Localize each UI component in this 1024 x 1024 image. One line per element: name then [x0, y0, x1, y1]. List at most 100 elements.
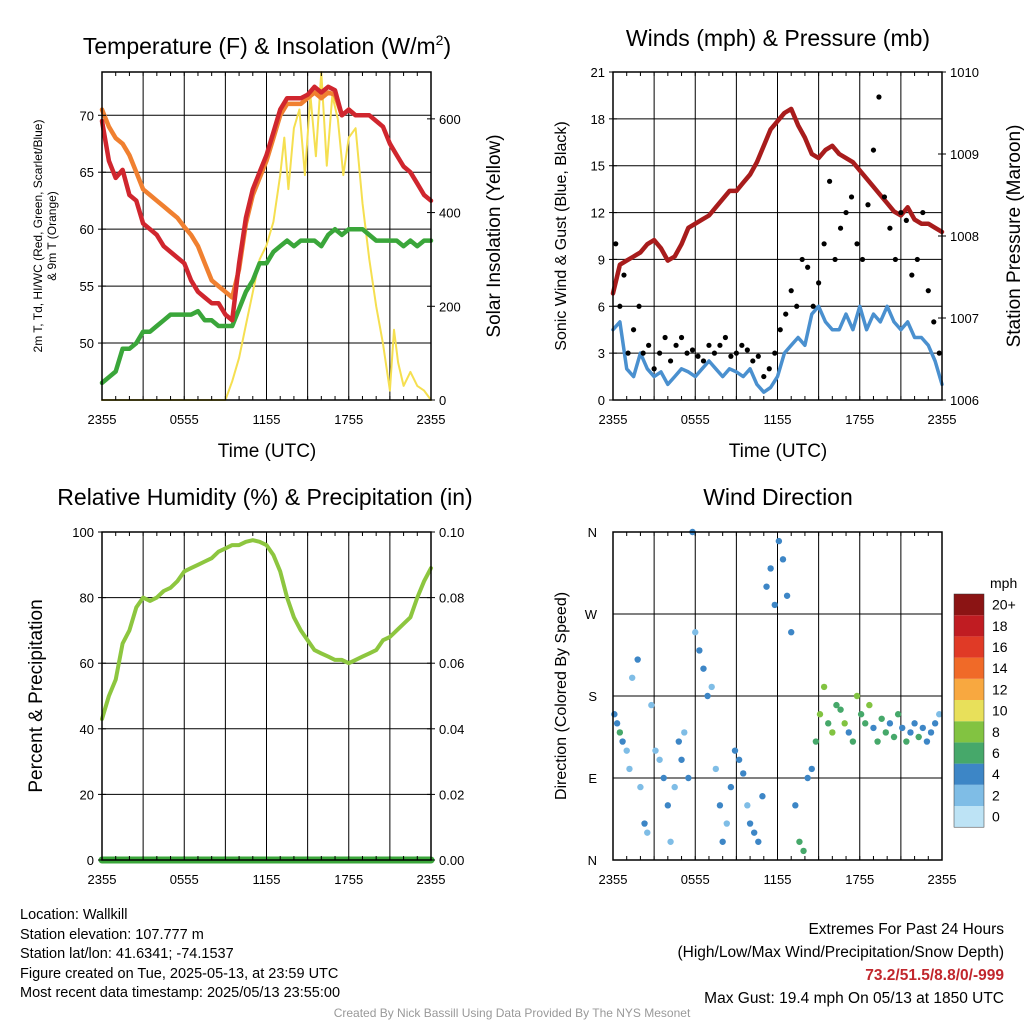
gust-point	[711, 350, 718, 356]
y-tick-label-left: 50	[80, 336, 94, 351]
gust-point	[783, 311, 789, 317]
relative-humidity-line	[100, 538, 433, 721]
direction-point	[907, 729, 914, 736]
y-tick-label-right: 200	[439, 299, 461, 314]
gust-point	[788, 288, 794, 294]
legend-label: 6	[992, 745, 1000, 761]
winds-ticks: 2355 0555 1155 1755 2355 0 3 6 9 12 15 18 21 1006 1007…	[591, 65, 979, 427]
legend-frame	[953, 593, 985, 828]
legend-label: 18	[992, 618, 1008, 634]
gust-point	[816, 280, 822, 286]
direction-point	[700, 665, 707, 672]
winds-ylabel-left: Sonic Wind & Gust (Blue, Black)	[553, 121, 570, 350]
gust-point	[739, 342, 745, 348]
y-tick-label-left: 60	[80, 656, 94, 671]
figure: Temperature (F) & Insolation (W/m2) 2355…	[26, 25, 1024, 887]
legend-label: 2	[992, 787, 1000, 803]
legend-label: 8	[992, 724, 1000, 740]
direction-point	[712, 765, 720, 773]
gust-point	[657, 350, 663, 356]
direction-point	[671, 783, 678, 791]
temperature-ylabel-left-2: & 9m T (Orange)	[45, 191, 59, 281]
y-tick-label-right: 1007	[950, 311, 979, 326]
gust-point	[695, 353, 701, 359]
x-tick-label: 1155	[253, 412, 281, 427]
direction-point	[735, 756, 743, 763]
legend-swatch	[954, 806, 984, 828]
humidity-ticks: 2355 0555 1155 1755 2355 0 20 40 60 80 100 0.00 0.02…	[72, 525, 464, 887]
y-tick-label-right: 0.10	[439, 525, 464, 540]
gust-point	[706, 342, 712, 348]
direction-point	[727, 783, 735, 791]
gust-point	[662, 334, 668, 341]
y-tick-label-left: 21	[591, 65, 605, 80]
direction-point	[927, 729, 935, 736]
temperature-ylabel-left-1: 2m T, Td, HI/WC (Red, Green, Scarlet/Blu…	[31, 120, 45, 353]
gust-point	[755, 353, 761, 359]
legend-label: 12	[992, 681, 1008, 697]
speed-legend-title: mph	[990, 575, 1017, 591]
direction-point	[731, 747, 739, 754]
gust-point	[766, 366, 772, 372]
gust-point	[744, 347, 750, 353]
legend-swatch	[954, 721, 984, 743]
direction-point	[845, 729, 852, 736]
direction-point	[870, 724, 877, 732]
wind-direction-panel: Wind Direction 2355 0555 1155 1755 2355NESWN…	[553, 484, 1017, 887]
legend-label: 16	[992, 639, 1008, 655]
direction-point	[899, 724, 906, 732]
station-pressure-line	[610, 106, 945, 296]
y-tick-label-right: 0	[439, 393, 446, 408]
direction-point	[744, 802, 751, 809]
gust-point	[931, 319, 937, 325]
y-tick-label-left: 65	[80, 165, 94, 180]
direction-point	[833, 701, 840, 709]
gust-point	[881, 194, 888, 200]
direction-point	[779, 556, 787, 563]
direction-point	[771, 601, 778, 609]
direction-point	[816, 711, 824, 718]
x-tick-label: 1755	[334, 872, 363, 887]
direction-point	[626, 765, 633, 773]
gust-point	[810, 303, 816, 309]
legend-label: 4	[992, 766, 1000, 782]
x-tick-label: 1755	[334, 412, 363, 427]
legend-swatch	[954, 784, 984, 806]
direction-point	[623, 747, 630, 754]
direction-point	[696, 647, 703, 654]
gust-point	[630, 327, 637, 333]
direction-point	[660, 774, 667, 782]
direction-point	[783, 592, 791, 599]
direction-point	[664, 802, 672, 809]
direction-point	[788, 629, 795, 636]
direction-point	[678, 756, 685, 763]
x-tick-label: 1155	[253, 872, 281, 887]
direction-point	[915, 733, 922, 741]
gust-point	[678, 334, 685, 341]
direction-point	[808, 765, 815, 773]
gust-point	[772, 350, 778, 356]
gust-point	[826, 178, 833, 184]
x-tick-label: 2355	[88, 872, 117, 887]
gust-point	[832, 256, 838, 263]
direction-point	[692, 629, 699, 636]
y-tick-label-left: 60	[80, 222, 94, 237]
legend-swatch	[954, 678, 984, 700]
y-tick-label-left: 40	[80, 722, 94, 737]
direction-point	[644, 829, 651, 836]
gust-point	[837, 225, 844, 231]
gust-point	[799, 256, 805, 263]
y-tick-label-left: 3	[598, 346, 605, 361]
direction-point	[740, 770, 747, 777]
y-tick-label-right: 0.00	[439, 853, 464, 868]
y-tick-label-right: 1006	[950, 393, 979, 408]
extremes-subtitle: (High/Low/Max Wind/Precipitation/Snow De…	[677, 944, 1005, 961]
x-tick-label: 2355	[928, 872, 957, 887]
direction-point	[804, 774, 811, 782]
winds-series	[610, 94, 945, 394]
gust-point	[821, 241, 827, 247]
humidity-ylabel-left: Percent & Precipitation	[26, 599, 47, 792]
extremes-values: 73.2/51.5/8.8/0/-999	[865, 967, 1004, 984]
station-elevation: Station elevation: 107.777 m	[20, 926, 204, 943]
x-tick-label: 2355	[928, 412, 957, 427]
